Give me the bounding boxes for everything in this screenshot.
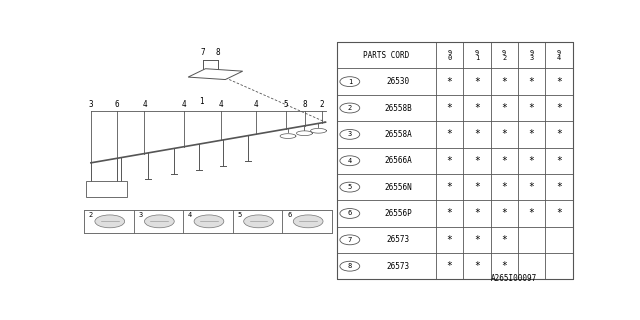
Text: 26573: 26573 [387, 235, 410, 244]
Text: *: * [556, 156, 562, 166]
Polygon shape [188, 69, 243, 80]
Text: *: * [447, 182, 452, 192]
Text: 3: 3 [348, 132, 352, 137]
Text: PARTS CORD: PARTS CORD [364, 51, 410, 60]
Text: 5: 5 [237, 212, 242, 218]
Text: 4: 4 [219, 100, 223, 108]
Text: 8: 8 [216, 48, 220, 57]
Text: 1: 1 [199, 97, 204, 106]
Circle shape [340, 261, 360, 271]
Text: *: * [501, 261, 507, 271]
Text: 6: 6 [115, 100, 120, 108]
Text: *: * [556, 103, 562, 113]
Circle shape [340, 103, 360, 113]
Ellipse shape [293, 215, 323, 228]
Bar [337, 42, 573, 279]
Circle shape [340, 235, 360, 245]
Text: *: * [474, 156, 480, 166]
Text: *: * [474, 129, 480, 140]
Text: 6: 6 [287, 212, 291, 218]
Text: 26556P: 26556P [385, 209, 412, 218]
Text: *: * [501, 182, 507, 192]
Circle shape [340, 156, 360, 166]
Text: A265I00097: A265I00097 [491, 274, 537, 283]
Text: *: * [529, 103, 534, 113]
Text: *: * [447, 261, 452, 271]
Bar [233, 210, 282, 233]
Text: 5: 5 [348, 184, 352, 190]
Text: 26558A: 26558A [385, 130, 412, 139]
Text: *: * [474, 235, 480, 245]
Circle shape [340, 130, 360, 139]
Text: *: * [556, 182, 562, 192]
Text: *: * [474, 77, 480, 87]
Text: 7: 7 [348, 237, 352, 243]
Text: 9
4: 9 4 [557, 50, 561, 61]
Text: 8: 8 [302, 100, 307, 108]
Text: *: * [556, 129, 562, 140]
Text: 4: 4 [188, 212, 192, 218]
Text: *: * [556, 208, 562, 219]
Text: *: * [529, 156, 534, 166]
Text: 2: 2 [348, 105, 352, 111]
Text: *: * [474, 261, 480, 271]
Text: 9
3: 9 3 [529, 50, 534, 61]
Ellipse shape [194, 215, 224, 228]
Text: 7: 7 [201, 48, 205, 57]
Text: *: * [556, 77, 562, 87]
Text: 9
0: 9 0 [447, 50, 452, 61]
Ellipse shape [145, 215, 174, 228]
Text: 26573: 26573 [387, 262, 410, 271]
Bar [282, 210, 332, 233]
Text: *: * [474, 103, 480, 113]
Text: *: * [501, 208, 507, 219]
Text: *: * [501, 156, 507, 166]
Text: 1: 1 [348, 79, 352, 85]
Text: 4: 4 [254, 100, 259, 108]
Text: 9
1: 9 1 [475, 50, 479, 61]
Text: 2: 2 [320, 100, 324, 108]
Ellipse shape [244, 215, 273, 228]
Text: *: * [447, 129, 452, 140]
Ellipse shape [95, 215, 125, 228]
Circle shape [340, 77, 360, 87]
Text: 6: 6 [348, 211, 352, 216]
Text: *: * [529, 208, 534, 219]
Text: *: * [501, 77, 507, 87]
Text: 4: 4 [142, 100, 147, 108]
Text: *: * [447, 235, 452, 245]
Text: 26566A: 26566A [385, 156, 412, 165]
Text: *: * [501, 103, 507, 113]
Bar [183, 210, 233, 233]
Text: *: * [447, 156, 452, 166]
Bar [86, 181, 127, 197]
Circle shape [340, 182, 360, 192]
Circle shape [340, 209, 360, 218]
Text: 4: 4 [348, 158, 352, 164]
Text: *: * [529, 182, 534, 192]
Text: *: * [529, 77, 534, 87]
Text: *: * [447, 77, 452, 87]
Text: 2: 2 [89, 212, 93, 218]
Text: 8: 8 [348, 263, 352, 269]
Text: *: * [501, 235, 507, 245]
Text: 9
2: 9 2 [502, 50, 506, 61]
Text: 4: 4 [182, 100, 186, 108]
Text: 3: 3 [138, 212, 143, 218]
Text: *: * [529, 129, 534, 140]
Text: *: * [474, 182, 480, 192]
Bar [84, 210, 332, 233]
Text: 26530: 26530 [387, 77, 410, 86]
Bar [84, 210, 134, 233]
Text: *: * [474, 208, 480, 219]
Text: *: * [501, 129, 507, 140]
Text: 26558B: 26558B [385, 103, 412, 113]
Bar [134, 210, 183, 233]
Text: 5: 5 [284, 100, 288, 108]
Text: 3: 3 [88, 100, 93, 108]
Text: *: * [447, 103, 452, 113]
Text: *: * [447, 208, 452, 219]
Text: 26556N: 26556N [385, 183, 412, 192]
